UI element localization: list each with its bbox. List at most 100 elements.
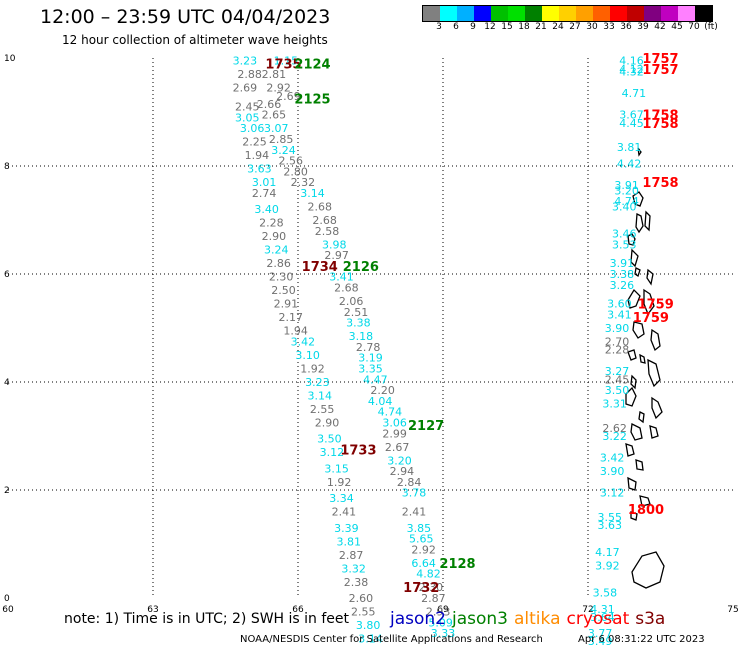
wave-height-value: 3.63 bbox=[598, 519, 623, 532]
wave-height-value: 2.60 bbox=[349, 592, 374, 605]
pass-time-label: 1734 bbox=[302, 260, 338, 275]
y-tick-label: 0 bbox=[4, 594, 10, 604]
pass-time-label: 1800 bbox=[628, 503, 664, 518]
color-swatch bbox=[678, 6, 695, 21]
wave-height-value: 6.64 bbox=[411, 557, 436, 570]
wave-height-value: 3.06 bbox=[382, 417, 407, 430]
island-outline bbox=[632, 191, 644, 207]
color-scale-label: 45 bbox=[671, 22, 683, 32]
wave-height-value: 4.17 bbox=[595, 546, 620, 559]
island-outline bbox=[649, 425, 659, 439]
pass-time-label: 1735 bbox=[265, 57, 301, 72]
pass-time-label: 1732 bbox=[403, 581, 439, 596]
pass-time-label: 1759 bbox=[638, 298, 674, 313]
wave-height-value: 3.53 bbox=[612, 238, 637, 251]
island-outline bbox=[631, 551, 665, 589]
wave-height-value: 2.38 bbox=[344, 576, 369, 589]
wave-height-value: 4.04 bbox=[368, 395, 393, 408]
island-outline bbox=[630, 423, 643, 441]
island-outline bbox=[630, 248, 639, 268]
wave-height-value: 2.68 bbox=[308, 201, 333, 214]
wave-height-value: 3.18 bbox=[349, 330, 374, 343]
wave-height-value: 3.58 bbox=[593, 587, 618, 600]
wave-height-value: 3.46 bbox=[612, 228, 637, 241]
wave-height-value: 3.90 bbox=[605, 322, 630, 335]
wave-height-value: 3.24 bbox=[264, 244, 289, 257]
x-tick-label: 63 bbox=[147, 605, 158, 615]
wave-height-value: 2.67 bbox=[385, 441, 410, 454]
wave-height-value: 2.74 bbox=[252, 187, 277, 200]
wave-height-value: 2.69 bbox=[233, 82, 258, 95]
x-tick-label: 72 bbox=[582, 605, 593, 615]
footnote: note: 1) Time is in UTC; 2) SWH is in fe… bbox=[64, 611, 350, 627]
wave-height-value: 2.87 bbox=[421, 592, 446, 605]
wave-height-value: 3.55 bbox=[598, 511, 623, 524]
wave-height-value: 3.41 bbox=[607, 309, 632, 322]
island-outline bbox=[625, 386, 637, 407]
wave-height-value: 3.91 bbox=[610, 257, 635, 270]
legend-item-jason2: jason2 bbox=[390, 609, 446, 629]
credit-text: NOAA/NESDIS Center for Satellite Applica… bbox=[240, 634, 543, 645]
wave-height-value: 3.34 bbox=[329, 492, 354, 505]
color-scale-label: 39 bbox=[637, 22, 649, 32]
wave-height-value: 3.60 bbox=[607, 298, 632, 311]
wave-height-value: 3.42 bbox=[291, 336, 316, 349]
x-tick-label: 69 bbox=[437, 605, 449, 615]
wave-height-value: 3.85 bbox=[407, 522, 432, 535]
wave-height-value: 2.93 bbox=[426, 606, 451, 619]
wave-height-value: 2.28 bbox=[605, 344, 630, 357]
wave-height-value: 2.94 bbox=[390, 465, 415, 478]
color-swatch bbox=[644, 6, 661, 21]
color-scale-label: 24 bbox=[552, 22, 564, 32]
wave-height-value: 4.74 bbox=[378, 406, 403, 419]
wave-height-value: 3.06 bbox=[240, 122, 265, 135]
wave-height-value: 2.70 bbox=[605, 336, 630, 349]
legend-item-jason3: jason3 bbox=[452, 609, 508, 629]
pass-time-label: 1757 bbox=[642, 52, 678, 67]
wave-height-value: 3.23 bbox=[233, 55, 258, 68]
wave-height-value: 3.33 bbox=[431, 627, 456, 640]
wave-height-value: 3.67 bbox=[619, 109, 644, 122]
wave-height-value: 2.68 bbox=[334, 282, 359, 295]
wave-height-value: 2.84 bbox=[397, 476, 422, 489]
pass-time-label: 2125 bbox=[294, 93, 330, 108]
wave-height-value: 5.09 bbox=[428, 616, 453, 629]
color-scale-label: 9 bbox=[470, 22, 476, 32]
wave-height-value: 3.77 bbox=[588, 627, 613, 640]
pass-time-label: 1757 bbox=[642, 63, 678, 78]
wave-height-value: 2.45 bbox=[235, 101, 260, 114]
color-scale-bar bbox=[422, 5, 713, 22]
wave-height-value: 3.42 bbox=[600, 452, 625, 465]
color-swatch bbox=[457, 6, 474, 21]
pass-time-label: 2128 bbox=[439, 557, 475, 572]
y-tick-label: 2 bbox=[4, 486, 10, 496]
x-tick-label: 66 bbox=[292, 605, 304, 615]
color-scale-labels: 3 6 9 12 15 18 21 24 27 30 33 36 39 42 45 70 (ft) bbox=[422, 22, 740, 34]
color-scale-label: 36 bbox=[620, 22, 632, 32]
wave-height-value: 3.98 bbox=[322, 238, 347, 251]
color-swatch bbox=[627, 6, 644, 21]
color-swatch bbox=[423, 6, 440, 21]
wave-height-value: 3.78 bbox=[402, 487, 427, 500]
y-tick-label: 6 bbox=[4, 270, 10, 280]
color-scale-label: 15 bbox=[501, 22, 513, 32]
wave-height-value: 2.25 bbox=[242, 136, 267, 149]
legend-item-s3a: s3a bbox=[635, 609, 666, 629]
color-scale-label: 6 bbox=[453, 22, 459, 32]
wave-height-value: 3.12 bbox=[600, 487, 625, 500]
wave-height-value: 2.55 bbox=[351, 606, 376, 619]
color-swatch bbox=[491, 6, 508, 21]
wave-height-value: 2.28 bbox=[259, 217, 284, 230]
wave-height-value: 2.69 bbox=[276, 90, 301, 103]
island-outline bbox=[627, 349, 637, 361]
wave-height-value: 2.92 bbox=[266, 82, 291, 95]
color-swatch bbox=[695, 6, 712, 21]
wave-height-value: 2.20 bbox=[370, 384, 395, 397]
wave-height-value: 2.97 bbox=[324, 249, 349, 262]
color-swatch bbox=[593, 6, 610, 21]
x-tick-label: 75 bbox=[727, 605, 738, 615]
island-outline bbox=[635, 212, 644, 234]
y-tick-label: 8 bbox=[4, 162, 10, 172]
wave-height-value: 2.88 bbox=[237, 68, 262, 81]
wave-height-value: 2.78 bbox=[356, 341, 381, 354]
